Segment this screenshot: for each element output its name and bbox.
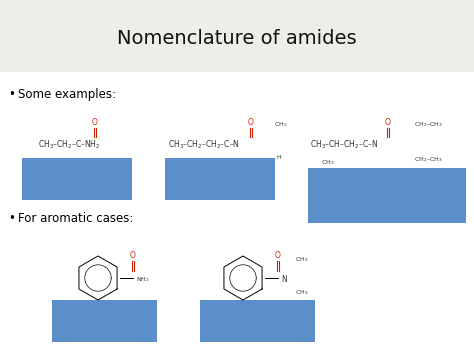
Text: N: N	[281, 275, 287, 284]
Text: O: O	[275, 251, 281, 260]
Text: Some examples:: Some examples:	[18, 88, 116, 101]
Bar	[308, 168, 466, 223]
Text: O: O	[385, 118, 391, 127]
Text: NH$_2$: NH$_2$	[136, 275, 149, 284]
Text: CH$_3$: CH$_3$	[295, 255, 309, 264]
Text: CH$_3$: CH$_3$	[321, 158, 335, 167]
Text: CH$_2$–CH$_3$: CH$_2$–CH$_3$	[414, 155, 443, 164]
Text: CH$_3$–CH$_2$–CH$_2$–C–N: CH$_3$–CH$_2$–CH$_2$–C–N	[168, 139, 240, 151]
Bar	[0, 0, 474, 72]
Text: CH$_2$–CH$_3$: CH$_2$–CH$_3$	[414, 120, 443, 129]
Text: H: H	[276, 155, 281, 160]
Text: CH$_3$: CH$_3$	[274, 120, 288, 129]
Text: •: •	[8, 88, 15, 101]
Text: CH$_3$–CH$_2$–C–NH$_2$: CH$_3$–CH$_2$–C–NH$_2$	[38, 139, 100, 151]
Text: •: •	[8, 212, 15, 225]
Text: O: O	[130, 251, 136, 260]
Text: O: O	[248, 118, 254, 127]
Text: CH$_3$: CH$_3$	[295, 288, 309, 297]
Bar	[22, 158, 132, 200]
Bar	[165, 158, 275, 200]
Bar	[52, 300, 157, 342]
Bar	[200, 300, 315, 342]
Text: O: O	[92, 118, 98, 127]
Text: CH$_3$–CH–CH$_2$–C–N: CH$_3$–CH–CH$_2$–C–N	[310, 139, 378, 151]
Text: For aromatic cases:: For aromatic cases:	[18, 212, 133, 225]
Text: Nomenclature of amides: Nomenclature of amides	[117, 28, 357, 48]
